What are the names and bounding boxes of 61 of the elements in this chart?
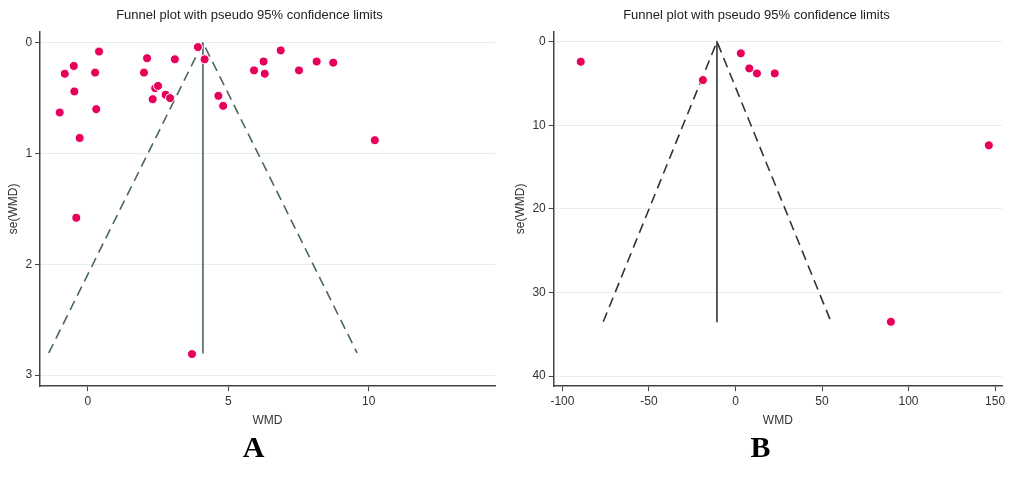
point	[275, 45, 286, 56]
point	[71, 212, 82, 223]
text: A	[241, 430, 266, 464]
point	[311, 56, 322, 67]
point	[68, 60, 79, 71]
y-axis-title: se(WMD)	[5, 183, 20, 235]
point	[769, 68, 780, 79]
point	[735, 48, 746, 59]
point	[293, 65, 304, 76]
x-tick-label: -100	[550, 393, 575, 408]
point	[138, 67, 149, 78]
y-tick-label: 0	[539, 33, 547, 48]
chart-title: Funnel plot with pseudo 95% confidence limits	[623, 7, 891, 23]
y-tick-label: 0	[25, 34, 33, 49]
point	[91, 104, 102, 115]
x-axis-title: WMD	[252, 413, 283, 428]
point	[169, 54, 180, 65]
point	[249, 65, 260, 76]
point	[147, 94, 158, 105]
y-tick-label: 1	[25, 145, 33, 160]
point	[90, 67, 101, 78]
point	[575, 56, 586, 67]
y-tick-label: 40	[532, 368, 547, 383]
point	[59, 68, 70, 79]
x-tick-label: 0	[732, 393, 740, 408]
point	[74, 132, 85, 143]
x-tick-label: 150	[985, 393, 1006, 408]
chart-title: Funnel plot with pseudo 95% confidence limits	[116, 7, 384, 23]
text: B	[749, 430, 772, 464]
y-tick-label: 3	[25, 367, 33, 382]
y-tick-label: 20	[532, 201, 547, 216]
point	[885, 316, 896, 327]
point	[94, 46, 105, 57]
point	[259, 68, 270, 79]
point	[983, 140, 994, 151]
x-tick-label: 0	[84, 393, 92, 408]
point	[258, 56, 269, 67]
x-tick-label: -50	[640, 393, 658, 408]
point	[369, 135, 380, 146]
point	[199, 54, 210, 65]
point	[744, 63, 755, 74]
point	[192, 42, 203, 53]
point	[187, 349, 197, 360]
point	[328, 57, 339, 68]
y-axis-title: se(WMD)	[512, 183, 527, 235]
point	[69, 86, 80, 97]
x-tick-label: 50	[815, 393, 829, 408]
y-tick-label: 10	[532, 117, 547, 132]
point	[165, 93, 176, 104]
y-tick-label: 2	[25, 256, 33, 271]
point	[697, 75, 708, 86]
point	[218, 100, 229, 111]
x-axis-title: WMD	[762, 413, 794, 428]
x-tick-label: 5	[224, 393, 232, 408]
point	[213, 90, 224, 101]
y-tick-label: 30	[532, 284, 547, 299]
point	[751, 68, 762, 79]
point	[142, 53, 153, 64]
x-tick-label: 10	[361, 393, 376, 408]
x-tick-label: 100	[898, 393, 919, 408]
point	[54, 107, 65, 118]
